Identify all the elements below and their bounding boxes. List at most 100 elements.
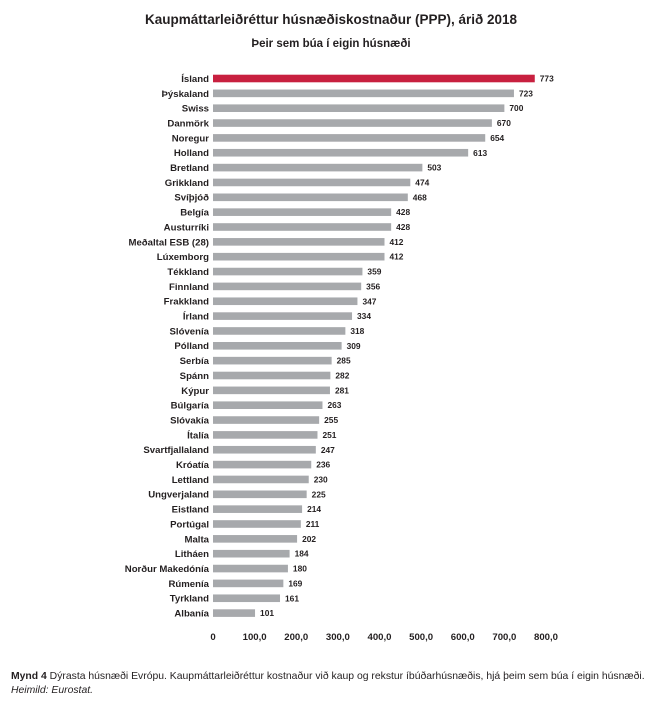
value-label: 214 xyxy=(307,504,321,514)
bar-rúmenía xyxy=(213,579,284,588)
category-label: Svíþjóð xyxy=(174,193,209,204)
bar-spánn xyxy=(213,371,331,380)
value-label: 161 xyxy=(285,593,299,603)
category-label: Slóvakía xyxy=(170,415,210,426)
category-label: Portúgal xyxy=(170,519,209,530)
bar-tyrkland xyxy=(213,594,281,603)
value-label: 334 xyxy=(357,311,371,321)
value-label: 670 xyxy=(497,118,511,128)
bar-pólland xyxy=(213,342,342,350)
category-label: Króatía xyxy=(176,460,210,471)
value-label: 428 xyxy=(396,222,410,232)
value-label: 468 xyxy=(413,192,427,202)
bar-austurríki xyxy=(213,223,392,231)
value-label: 282 xyxy=(335,371,349,381)
category-label: Ísland xyxy=(181,73,209,85)
category-label: Lettland xyxy=(172,475,209,486)
bar-swiss xyxy=(213,104,505,112)
category-label: Austurríki xyxy=(164,222,209,233)
category-label: Búlgaría xyxy=(171,401,210,412)
figure-caption: Mynd 4 Dýrasta húsnæði Evrópu. Kaupmátta… xyxy=(11,670,645,698)
x-tick-label: 300,0 xyxy=(326,632,350,643)
bar-noregur xyxy=(213,134,486,142)
chart-subtitle-emphasis: eigin húsnæði xyxy=(332,38,411,50)
x-tick-label: 500,0 xyxy=(409,632,433,643)
bar-þýskaland xyxy=(213,89,514,98)
bar-írland xyxy=(213,312,353,320)
category-label: Spánn xyxy=(180,371,209,382)
value-label: 251 xyxy=(322,430,336,440)
value-label: 613 xyxy=(473,148,487,158)
bar-króatía xyxy=(213,460,312,469)
category-label: Lúxemborg xyxy=(157,252,209,263)
value-label: 503 xyxy=(427,163,441,173)
category-label: Svartfjallaland xyxy=(143,445,209,456)
bar-kýpur xyxy=(213,386,330,395)
bar-grikkland xyxy=(213,178,411,187)
bar-serbía xyxy=(213,356,332,365)
category-label: Litháen xyxy=(175,549,209,560)
value-label: 236 xyxy=(316,460,330,470)
category-label: Noregur xyxy=(172,133,210,144)
x-tick-label: 100,0 xyxy=(243,632,267,643)
bar-litháen xyxy=(213,549,290,558)
value-label: 359 xyxy=(367,267,381,277)
category-label: Bretland xyxy=(170,163,209,174)
category-label: Norður Makedónía xyxy=(125,564,210,575)
value-label: 101 xyxy=(260,608,274,618)
value-label: 428 xyxy=(396,207,410,217)
figure-label: Mynd 4 xyxy=(11,671,47,682)
bar-belgía xyxy=(213,208,392,216)
x-tick-label: 0 xyxy=(210,632,215,643)
value-label: 773 xyxy=(540,74,554,84)
x-tick-label: 200,0 xyxy=(284,632,308,643)
value-label: 230 xyxy=(314,474,328,484)
category-label: Ungverjaland xyxy=(148,490,209,501)
value-label: 247 xyxy=(321,445,335,455)
x-tick-label: 700,0 xyxy=(492,632,516,643)
category-labels: Ísland Þýskaland Swiss Danmörk Noregur Hollan… xyxy=(125,73,210,620)
category-label: Þýskaland xyxy=(162,89,210,100)
category-label: Finnland xyxy=(169,282,209,293)
value-label: 654 xyxy=(490,133,504,143)
value-label: 180 xyxy=(293,564,307,574)
x-tick-label: 800,0 xyxy=(534,632,558,643)
value-label: 347 xyxy=(362,296,376,306)
category-label: Frakkland xyxy=(164,297,209,308)
category-label: Tyrkland xyxy=(170,594,209,605)
value-label: 225 xyxy=(312,489,326,499)
value-label: 211 xyxy=(306,519,320,529)
figure-caption-text: Dýrasta húsnæði Evrópu. Kaupmáttarleiðré… xyxy=(46,671,645,682)
category-label: Albanía xyxy=(174,609,209,620)
x-tick-label: 400,0 xyxy=(367,632,391,643)
bars-group xyxy=(213,74,535,617)
bar-frakkland xyxy=(213,297,358,306)
category-label: Meðaltal ESB (28) xyxy=(128,237,209,248)
category-label: Malta xyxy=(184,534,209,545)
category-label: Eistland xyxy=(172,505,209,516)
category-label: Swiss xyxy=(182,104,209,115)
bar-finnland xyxy=(213,282,362,291)
category-label: Slóvenía xyxy=(170,326,210,337)
bar-bretland xyxy=(213,163,423,172)
bar-slóvenía xyxy=(213,327,346,335)
bar-albanía xyxy=(213,609,256,617)
value-labels: 7737237006706546135034744684284284124123… xyxy=(260,74,554,619)
bar-eistland xyxy=(213,505,303,513)
category-label: Kýpur xyxy=(181,386,209,397)
bar-svíþjóð xyxy=(213,193,408,202)
bar-chart: Ísland Þýskaland Swiss Danmörk Noregur Hollan… xyxy=(125,73,558,643)
value-label: 474 xyxy=(415,177,429,187)
value-label: 412 xyxy=(389,237,403,247)
bar-ítalía xyxy=(213,431,318,439)
bar-malta xyxy=(213,535,298,543)
value-label: 412 xyxy=(389,252,403,262)
value-label: 318 xyxy=(350,326,364,336)
value-label: 309 xyxy=(347,341,361,351)
bar-lúxemborg xyxy=(213,252,385,261)
category-label: Serbía xyxy=(180,356,210,367)
x-axis-ticks: 0 100,0 200,0 300,0 400,0 500,0 600,0 700,0 800,… xyxy=(210,632,558,643)
value-label: 169 xyxy=(288,578,302,588)
bar-meðaltal-esb-28- xyxy=(213,238,385,246)
category-label: Belgía xyxy=(180,208,209,219)
